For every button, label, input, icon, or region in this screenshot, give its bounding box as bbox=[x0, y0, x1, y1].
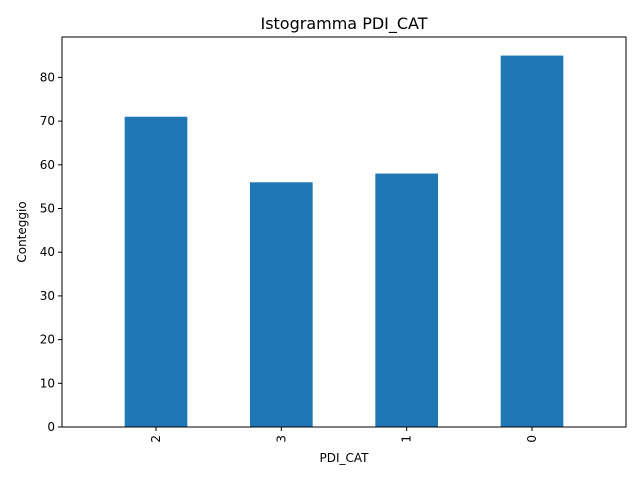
y-tick-label: 60 bbox=[40, 158, 55, 172]
chart-title: Istogramma PDI_CAT bbox=[260, 14, 427, 34]
x-tick-label: 1 bbox=[400, 435, 414, 443]
y-axis-ticks: 0 10 20 30 40 50 60 70 80 bbox=[40, 70, 62, 434]
x-axis-ticks: 2 3 1 0 bbox=[149, 427, 539, 443]
y-tick-label: 10 bbox=[40, 376, 55, 390]
bar-3 bbox=[250, 182, 313, 427]
plot-frame bbox=[61, 36, 627, 428]
x-tick-label: 0 bbox=[525, 435, 539, 443]
y-tick-label: 80 bbox=[40, 70, 55, 84]
bar-0 bbox=[500, 55, 564, 427]
bar-1 bbox=[375, 173, 438, 427]
y-axis-label: Conteggio bbox=[15, 201, 29, 262]
y-tick-label: 0 bbox=[47, 420, 55, 434]
bar-2 bbox=[124, 116, 188, 427]
y-tick-label: 70 bbox=[40, 114, 55, 128]
y-tick-label: 50 bbox=[40, 202, 55, 216]
y-tick-label: 30 bbox=[40, 289, 55, 303]
x-tick-label: 2 bbox=[149, 435, 163, 443]
bars-group bbox=[124, 55, 564, 427]
y-tick-label: 20 bbox=[40, 333, 55, 347]
x-axis-label: PDI_CAT bbox=[319, 451, 369, 465]
y-tick-label: 40 bbox=[40, 245, 55, 259]
x-tick-label: 3 bbox=[274, 435, 288, 443]
